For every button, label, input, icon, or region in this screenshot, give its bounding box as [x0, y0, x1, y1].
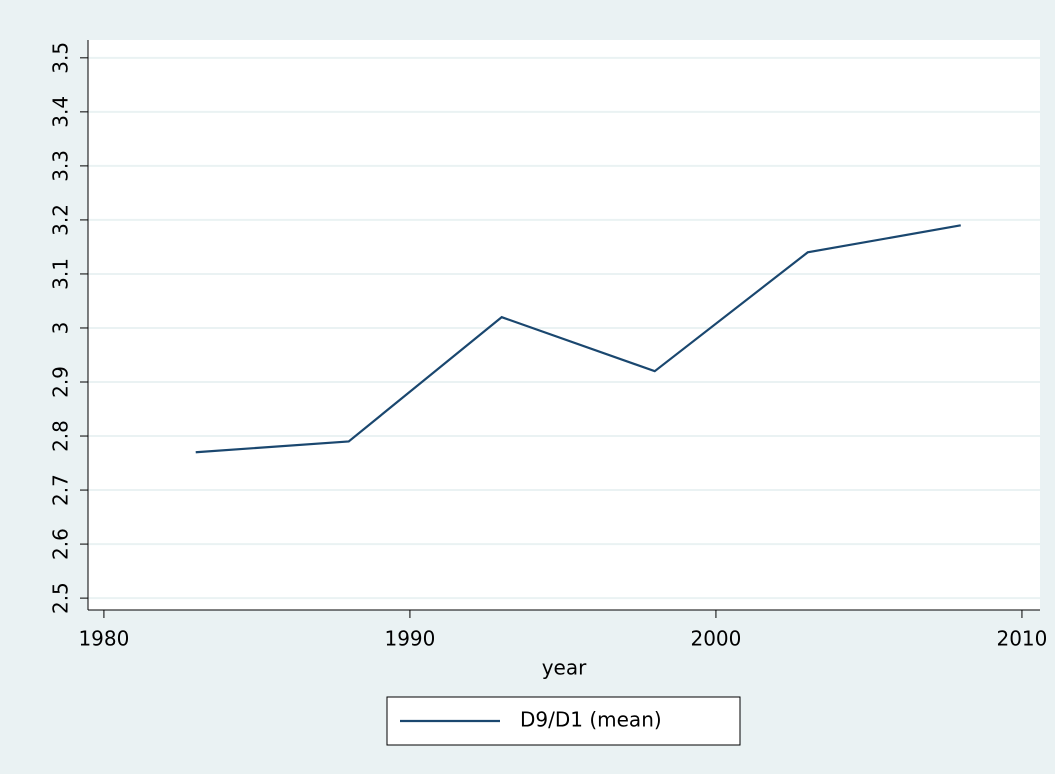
y-tick-label: 3.5: [49, 42, 73, 74]
line: [195, 224, 961, 454]
y-tick-label: 2.6: [49, 528, 73, 560]
y-tick-label: 3.1: [49, 258, 73, 290]
x-tick-label: 1980: [78, 627, 129, 651]
y-tick-label: 2.9: [49, 366, 73, 398]
y-tick-label: 3.2: [49, 204, 73, 236]
y-tick-label: 3.4: [49, 96, 73, 128]
x-tick-label: 2000: [690, 627, 741, 651]
y-tick-label: 2.5: [49, 582, 73, 614]
y-tick-label: 3: [49, 322, 73, 335]
plot-area: [88, 40, 1040, 610]
y-tick-label: 2.8: [49, 420, 73, 452]
x-tick-label: 2010: [996, 627, 1047, 651]
legend-label: D9/D1 (mean): [520, 708, 662, 732]
x-axis-label: year: [542, 656, 587, 680]
y-tick-label: 3.3: [49, 150, 73, 182]
x-tick-label: 1990: [384, 627, 435, 651]
y-tick-label: 2.7: [49, 474, 73, 506]
